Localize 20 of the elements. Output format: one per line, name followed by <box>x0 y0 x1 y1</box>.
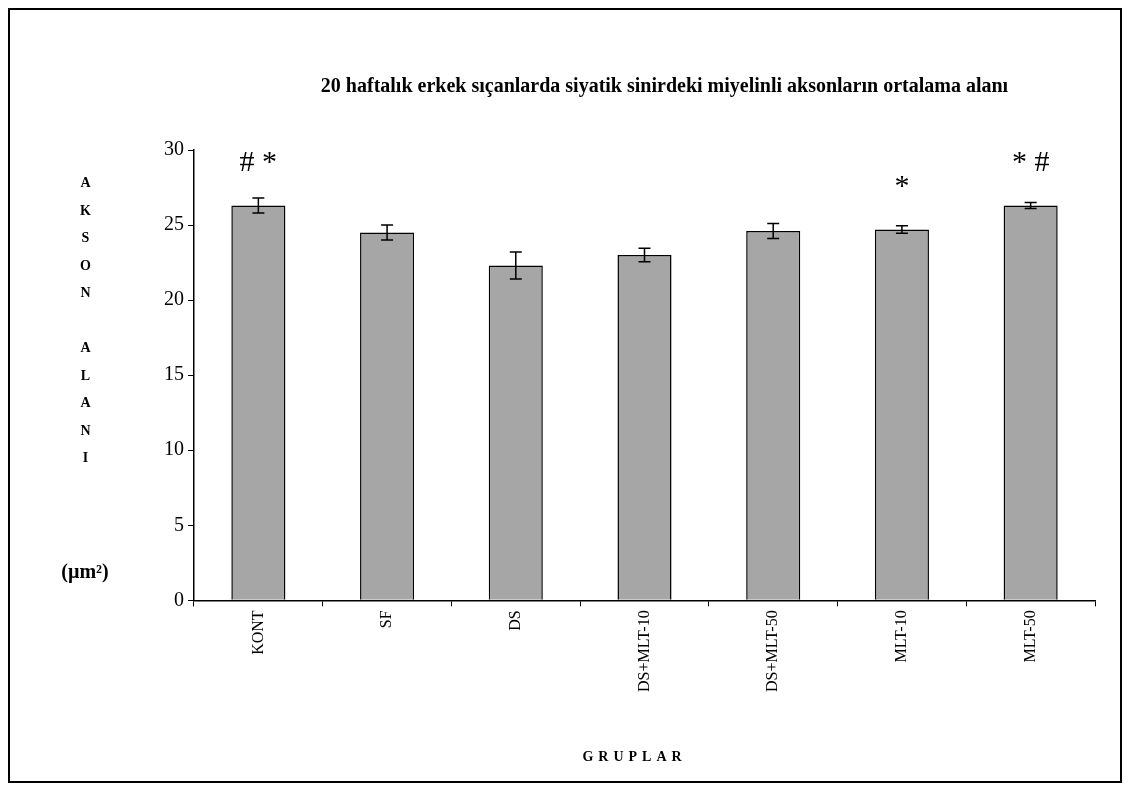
x-tick-label: DS+MLT-10 <box>634 610 652 692</box>
y-tick-label: 5 <box>174 512 184 535</box>
y-tick-label: 25 <box>164 212 184 235</box>
y-tick-label: 20 <box>164 287 184 310</box>
x-tick-label: KONT <box>248 610 266 655</box>
x-tick-label: SF <box>377 610 395 629</box>
text: AKSON ALANI (µm²) <box>61 175 109 582</box>
x-tick-label: MLT-50 <box>1020 610 1038 663</box>
chart-title: 20 haftalık erkek sıçanlarda siyatik sinirdeki miyelinli aksonların ortalama alanı <box>320 74 1009 97</box>
y-tick-label: 30 <box>164 137 184 160</box>
y-tick-label: 10 <box>164 437 184 460</box>
x-tick-label: DS+MLT-50 <box>763 610 781 692</box>
x-tick-label: DS <box>505 610 523 631</box>
annotation: * # <box>1011 144 1050 178</box>
y-tick-label: 0 <box>174 587 184 610</box>
x-axis-title: GRUPLAR <box>582 748 687 764</box>
annotation: # * <box>239 144 278 178</box>
annotation: * <box>894 168 910 202</box>
x-tick-label: MLT-10 <box>892 610 910 663</box>
y-tick-label: 15 <box>164 362 184 385</box>
